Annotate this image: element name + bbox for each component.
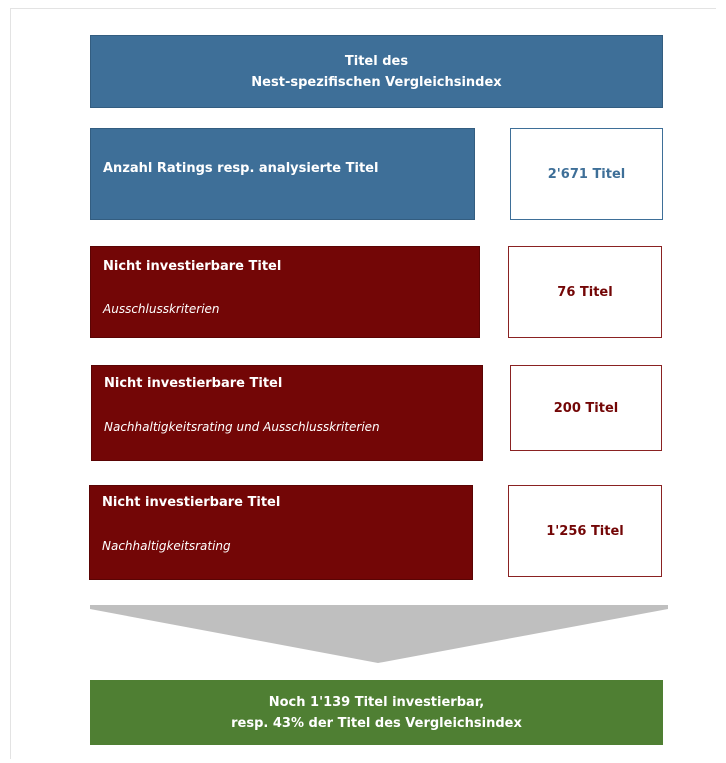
- row-sub: Nachhaltigkeitsrating: [102, 539, 231, 553]
- count: 1'256 Titel: [546, 523, 624, 539]
- count-box: 76 Titel: [508, 246, 662, 338]
- result-line: resp. 43% der Titel des Vergleichsindex: [231, 715, 522, 731]
- row-label: Nicht investierbare Titel: [103, 259, 282, 274]
- header-box: Titel des Nest-spezifischen Vergleichsin…: [90, 35, 663, 108]
- exclusion-box: Nicht investierbare Titel Ausschlusskrit…: [90, 246, 480, 338]
- frame: [10, 8, 716, 759]
- result-line: Noch 1'139 Titel investierbar,: [268, 694, 485, 710]
- header-line: Nest-spezifischen Vergleichsindex: [251, 74, 502, 90]
- count-box: 1'256 Titel: [508, 485, 662, 577]
- count: 76 Titel: [557, 284, 613, 300]
- row-label: Anzahl Ratings resp. analysierte Titel: [103, 161, 379, 176]
- result-box: Noch 1'139 Titel investierbar, resp. 43%…: [90, 680, 663, 745]
- count-box: 2'671 Titel: [510, 128, 663, 220]
- funnel-arrow: [90, 605, 668, 663]
- row-sub: Nachhaltigkeitsrating und Ausschlusskrit…: [104, 420, 380, 434]
- count-box: 200 Titel: [510, 365, 662, 451]
- exclusion-box: Nicht investierbare Titel Nachhaltigkeit…: [89, 485, 473, 580]
- row-label: Nicht investierbare Titel: [102, 495, 281, 510]
- exclusion-box: Nicht investierbare Titel Nachhaltigkeit…: [91, 365, 483, 461]
- count: 200 Titel: [553, 400, 619, 416]
- total-box: Anzahl Ratings resp. analysierte Titel: [90, 128, 475, 220]
- row-label: Nicht investierbare Titel: [104, 376, 283, 391]
- header-line: Titel des: [344, 53, 409, 69]
- count: 2'671 Titel: [547, 166, 626, 182]
- row-sub: Ausschlusskriterien: [103, 302, 220, 316]
